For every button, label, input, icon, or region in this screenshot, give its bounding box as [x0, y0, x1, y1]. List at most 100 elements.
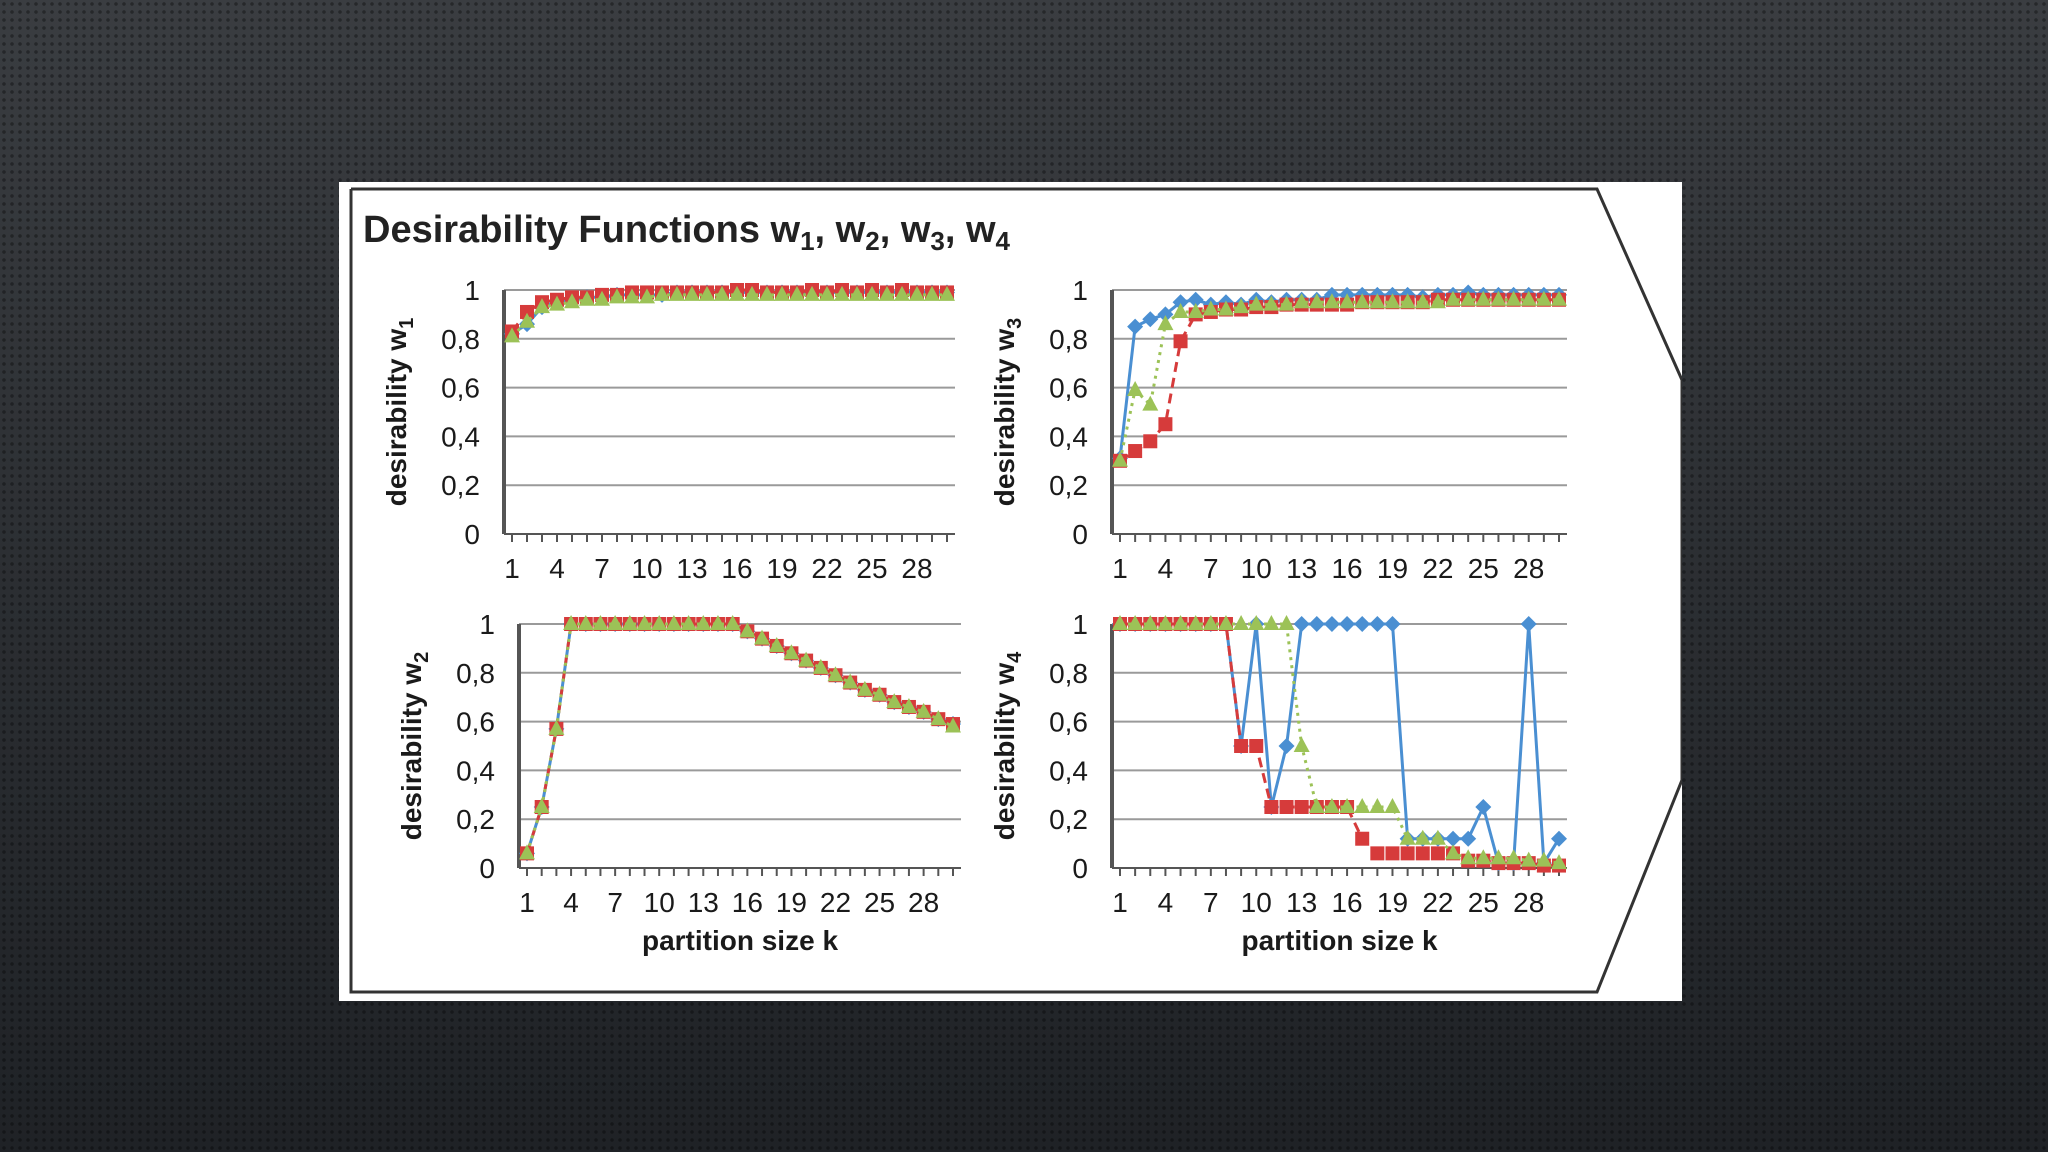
data-point-diamond — [1369, 616, 1386, 632]
data-point-diamond — [1127, 318, 1144, 335]
series-blue — [519, 616, 961, 862]
y-tick-label: 1 — [464, 275, 480, 306]
data-point-triangle — [879, 285, 895, 301]
data-point-diamond — [1551, 830, 1567, 847]
data-point-square — [1415, 846, 1430, 861]
data-point-triangle — [1323, 798, 1340, 813]
y-tick-label: 0 — [479, 853, 495, 884]
data-point-triangle — [577, 615, 594, 630]
data-point-triangle — [564, 293, 580, 309]
data-point-triangle — [1233, 298, 1250, 314]
data-point-triangle — [714, 285, 730, 301]
data-point-triangle — [1217, 615, 1234, 630]
data-point-square — [1173, 334, 1188, 349]
data-point-triangle — [1339, 293, 1356, 309]
data-point-triangle — [1142, 615, 1159, 630]
data-point-triangle — [1460, 849, 1477, 865]
y-axis-label: desirability w4 — [989, 651, 1026, 840]
x-tick-label: 4 — [563, 887, 579, 918]
data-point-triangle — [729, 285, 745, 301]
data-point-diamond — [1187, 291, 1204, 308]
data-point-triangle — [1445, 844, 1462, 860]
data-point-triangle — [1369, 798, 1386, 813]
data-point-triangle — [1157, 615, 1174, 630]
x-tick-label: 7 — [1203, 553, 1219, 584]
x-tick-label: 19 — [776, 887, 807, 918]
data-point-triangle — [1142, 395, 1159, 411]
series-line — [1120, 622, 1561, 868]
y-axis-label-subscript: 1 — [396, 318, 418, 329]
data-point-triangle — [1339, 798, 1356, 813]
x-tick-label: 10 — [1241, 887, 1272, 918]
data-point-triangle — [1187, 302, 1204, 318]
data-point-triangle — [783, 644, 800, 660]
data-point-triangle — [639, 288, 655, 304]
x-tick-label: 4 — [1158, 887, 1174, 918]
data-point-triangle — [1202, 615, 1219, 630]
data-point-triangle — [1278, 615, 1295, 630]
data-point-triangle — [754, 629, 771, 645]
x-tick-label: 13 — [676, 553, 707, 584]
data-point-triangle — [1535, 851, 1552, 867]
data-point-diamond — [1323, 616, 1340, 632]
data-point-triangle — [684, 285, 700, 301]
x-axis-label: partition size k — [1241, 925, 1437, 956]
x-tick-label: 19 — [766, 553, 797, 584]
data-point-triangle — [1263, 295, 1280, 311]
data-point-triangle — [819, 285, 835, 301]
series-green — [1112, 615, 1567, 870]
data-point-triangle — [909, 285, 925, 301]
data-point-triangle — [549, 295, 565, 311]
data-point-triangle — [1248, 615, 1265, 630]
y-axis-label: desirability w2 — [396, 652, 433, 841]
y-tick-label: 0,6 — [1049, 373, 1088, 404]
data-point-triangle — [1293, 737, 1310, 752]
data-point-diamond — [1520, 616, 1537, 632]
data-point-triangle — [1399, 829, 1416, 845]
y-tick-label: 0,8 — [1049, 658, 1088, 689]
x-tick-label: 25 — [856, 553, 887, 584]
data-point-triangle — [1475, 849, 1492, 865]
data-point-diamond — [1293, 616, 1310, 632]
x-tick-label: 1 — [1112, 887, 1128, 918]
data-point-triangle — [1157, 315, 1174, 331]
x-tick-label: 19 — [1377, 887, 1408, 918]
data-point-triangle — [1414, 829, 1431, 845]
figure-title-subscript: 4 — [996, 226, 1011, 256]
x-tick-label: 16 — [721, 553, 752, 584]
data-point-triangle — [812, 658, 829, 674]
data-point-triangle — [669, 285, 685, 301]
x-tick-label: 25 — [864, 887, 895, 918]
data-point-triangle — [594, 290, 610, 306]
desirability-figure: Desirability Functions w1, w2, w3, w4 10… — [349, 187, 1682, 994]
data-point-triangle — [680, 615, 697, 630]
y-axis-label-text: desirability w — [396, 663, 427, 841]
y-tick-label: 0,8 — [1049, 324, 1088, 355]
data-point-square — [1430, 846, 1445, 861]
x-tick-label: 7 — [1203, 887, 1219, 918]
x-tick-label: 1 — [1112, 553, 1128, 584]
data-point-triangle — [1551, 290, 1567, 306]
data-point-triangle — [900, 697, 917, 713]
y-tick-label: 0 — [1072, 519, 1088, 550]
x-tick-label: 28 — [908, 887, 939, 918]
data-point-triangle — [1308, 798, 1325, 813]
series-red — [520, 617, 960, 861]
data-point-triangle — [654, 285, 670, 301]
data-point-triangle — [1505, 290, 1522, 306]
data-point-triangle — [695, 615, 712, 630]
x-tick-label: 19 — [1377, 553, 1408, 584]
chart-w3: 10,80,60,40,201 4 7 10 13 16 19 22 25 28desirabil… — [989, 275, 1567, 584]
y-axis-label-text: desirability w — [989, 329, 1020, 507]
data-point-triangle — [624, 288, 640, 304]
y-tick-label: 0,6 — [1049, 707, 1088, 738]
data-point-triangle — [834, 285, 850, 301]
y-axis-label-text: desirability w — [989, 663, 1020, 841]
x-tick-label: 16 — [1331, 887, 1362, 918]
data-point-triangle — [621, 615, 638, 630]
data-point-diamond — [1157, 306, 1174, 323]
x-tick-label: 28 — [1513, 553, 1544, 584]
data-point-triangle — [665, 615, 682, 630]
y-tick-label: 1 — [1072, 275, 1088, 306]
data-point-triangle — [842, 673, 859, 689]
